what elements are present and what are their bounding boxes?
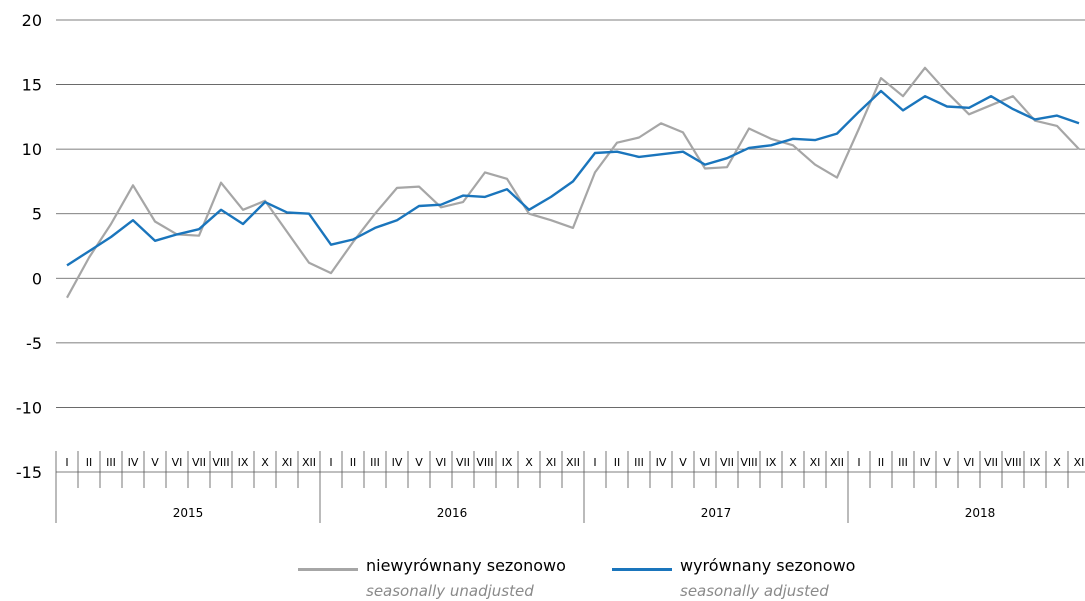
legend-label-unadjusted-en: seasonally unadjusted bbox=[366, 582, 534, 600]
x-month-label: IX bbox=[766, 456, 777, 469]
x-month-label: V bbox=[679, 456, 687, 469]
x-month-label: XI bbox=[546, 456, 557, 469]
x-month-label: XI bbox=[810, 456, 821, 469]
x-month-label: VII bbox=[720, 456, 734, 469]
x-month-label: IV bbox=[128, 456, 139, 469]
x-month-label: I bbox=[329, 456, 332, 469]
x-month-label: IV bbox=[920, 456, 931, 469]
x-month-label: IV bbox=[656, 456, 667, 469]
series-line-adjusted bbox=[66, 89, 1080, 267]
legend-label-unadjusted: niewyrównany sezonowo bbox=[366, 556, 566, 575]
y-tick-label: 15 bbox=[22, 76, 42, 95]
x-month-label: I bbox=[65, 456, 68, 469]
x-month-label: V bbox=[151, 456, 159, 469]
x-month-label: VII bbox=[456, 456, 470, 469]
legend-swatch-unadjusted bbox=[298, 568, 358, 571]
x-month-label: VI bbox=[700, 456, 711, 469]
x-month-label: XII bbox=[302, 456, 316, 469]
x-month-label: II bbox=[350, 456, 357, 469]
y-tick-label: -10 bbox=[16, 398, 42, 417]
x-month-label: X bbox=[261, 456, 269, 469]
y-tick-label: 0 bbox=[32, 269, 42, 288]
x-month-label: V bbox=[943, 456, 951, 469]
y-axis-labels: -15 -10 -5 0 5 10 15 20 bbox=[16, 11, 42, 482]
x-month-label: III bbox=[106, 456, 116, 469]
x-month-label: VIII bbox=[476, 456, 493, 469]
x-month-label: IV bbox=[392, 456, 403, 469]
legend-swatch-adjusted bbox=[612, 568, 672, 571]
x-month-label: VI bbox=[172, 456, 183, 469]
x-month-label: XII bbox=[566, 456, 580, 469]
x-month-label: X bbox=[1053, 456, 1061, 469]
x-month-label: X bbox=[525, 456, 533, 469]
x-month-label: XI bbox=[1074, 456, 1085, 469]
x-month-label: III bbox=[634, 456, 644, 469]
x-month-label: XII bbox=[830, 456, 844, 469]
legend-label-adjusted: wyrównany sezonowo bbox=[680, 556, 856, 575]
x-month-label: II bbox=[86, 456, 93, 469]
x-month-label: VI bbox=[964, 456, 975, 469]
x-month-label: VIII bbox=[1004, 456, 1021, 469]
x-year-label: 2015 bbox=[173, 506, 204, 520]
y-tick-label: -15 bbox=[16, 463, 42, 482]
x-month-label: VII bbox=[984, 456, 998, 469]
legend-label-adjusted-en: seasonally adjusted bbox=[680, 582, 829, 600]
x-month-label: VI bbox=[436, 456, 447, 469]
x-month-label: VII bbox=[192, 456, 206, 469]
x-month-label: VIII bbox=[740, 456, 757, 469]
x-month-label: X bbox=[789, 456, 797, 469]
x-month-label: XI bbox=[282, 456, 293, 469]
x-month-label: III bbox=[370, 456, 380, 469]
x-month-label: IX bbox=[1030, 456, 1041, 469]
x-axis: I II III IV V VI VII VIII IX X XI XII I II III IV V VI VII… bbox=[55, 451, 1085, 523]
x-year-label: 2017 bbox=[701, 506, 732, 520]
x-month-label: V bbox=[415, 456, 423, 469]
gridlines bbox=[56, 19, 1085, 473]
x-month-label: III bbox=[898, 456, 908, 469]
y-tick-label: -5 bbox=[26, 334, 42, 353]
y-tick-label: 10 bbox=[22, 140, 42, 159]
x-month-label: II bbox=[614, 456, 621, 469]
x-month-label: IX bbox=[238, 456, 249, 469]
x-year-label: 2018 bbox=[965, 506, 996, 520]
x-month-label: I bbox=[593, 456, 596, 469]
x-year-label: 2016 bbox=[437, 506, 468, 520]
series-line-unadjusted bbox=[66, 66, 1080, 299]
x-month-label: II bbox=[878, 456, 885, 469]
x-month-label: IX bbox=[502, 456, 513, 469]
x-month-label: I bbox=[857, 456, 860, 469]
y-tick-label: 5 bbox=[32, 205, 42, 224]
y-tick-label: 20 bbox=[22, 11, 42, 30]
x-month-label: VIII bbox=[212, 456, 229, 469]
data-lines bbox=[66, 66, 1080, 299]
